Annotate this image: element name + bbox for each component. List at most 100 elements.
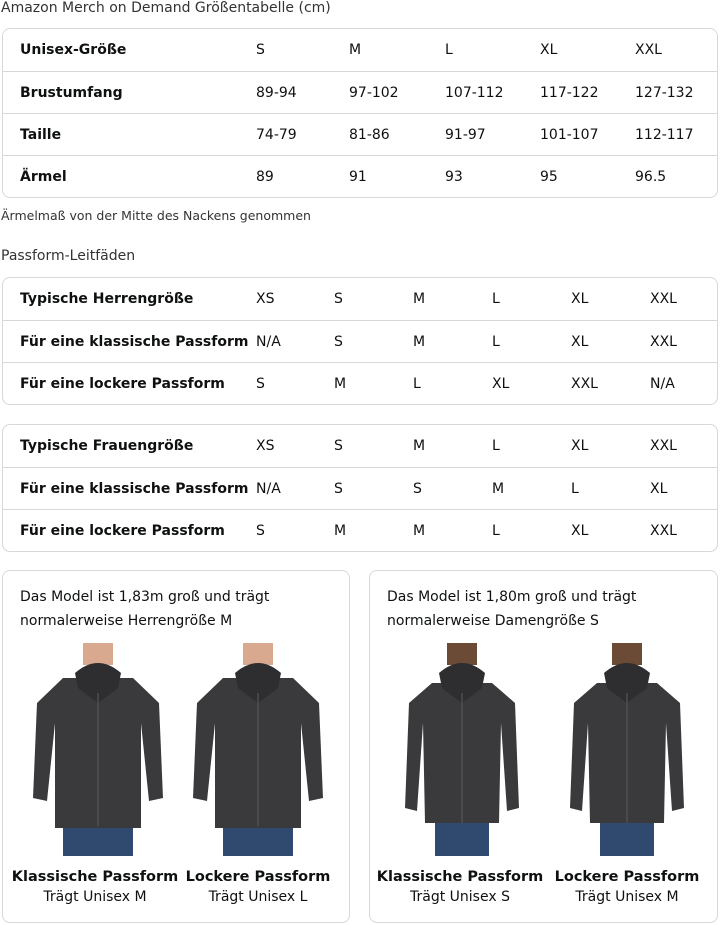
row-label: Für eine klassische Passform — [20, 480, 249, 497]
table-row: Für eine klassische Passform N/A S M L XL XXL — [3, 320, 717, 362]
table-cell: XL — [571, 438, 589, 454]
table-cell: L — [492, 333, 500, 350]
table-cell: XL — [650, 480, 668, 497]
table-cell: M — [413, 291, 426, 307]
table-cell: S — [334, 480, 343, 497]
table-cell: L — [445, 42, 453, 58]
table-cell: M — [413, 333, 426, 350]
model-face — [612, 643, 642, 665]
table-row: Taille 74-79 81-86 91-97 101-107 112-117 — [3, 113, 717, 155]
row-label: Taille — [20, 126, 62, 143]
table-cell: M — [492, 480, 505, 497]
table-cell: XXL — [650, 291, 677, 307]
table-cell: XL — [492, 375, 510, 392]
model-face — [447, 643, 477, 665]
jeans — [600, 823, 654, 856]
jeans — [223, 828, 293, 856]
table-cell: M — [334, 522, 347, 539]
model-image-loose-fit — [193, 643, 323, 856]
table-cell: S — [413, 480, 422, 497]
table-row: Typische Herrengröße XS S M L XL XXL — [3, 278, 717, 320]
table-cell: L — [571, 480, 579, 497]
table-cell: M — [334, 375, 347, 392]
table-cell: 74-79 — [256, 126, 297, 143]
model-image-classic-fit — [405, 643, 519, 856]
row-label: Typische Frauengröße — [20, 438, 194, 454]
fit-title: Klassische Passform — [11, 869, 179, 885]
table-cell: 127-132 — [635, 84, 694, 101]
model-face — [83, 643, 113, 665]
women-model-card: Das Model ist 1,80m groß und trägt normal… — [369, 570, 718, 923]
table-cell: 95 — [540, 168, 558, 185]
table-cell: 107-112 — [445, 84, 504, 101]
size-chart-table: Unisex-Größe S M L XL XXL Brustumfang 89-94 97-1… — [2, 28, 718, 198]
table-row: Typische Frauengröße XS S M L XL XXL — [3, 425, 717, 467]
table-cell: XXL — [650, 333, 677, 350]
jeans — [435, 823, 489, 856]
table-cell: S — [334, 438, 343, 454]
table-cell: N/A — [650, 375, 675, 392]
table-cell: XXL — [635, 42, 662, 58]
hood — [604, 663, 650, 703]
table-cell: M — [413, 438, 426, 454]
table-cell: XXL — [650, 438, 677, 454]
sleeve-note: Ärmelmaß von der Mitte des Nackens genom… — [1, 208, 311, 223]
table-cell: S — [334, 291, 343, 307]
fit-size: Trägt Unisex M — [43, 889, 147, 905]
table-cell: 96.5 — [635, 168, 667, 185]
fit-title: Klassische Passform — [376, 869, 544, 885]
model-description-line2: normalerweise Herrengröße M — [20, 613, 233, 629]
table-row: Ärmel 89 91 93 95 96.5 — [3, 155, 717, 197]
table-cell: XL — [571, 333, 589, 350]
men-model-card: Das Model ist 1,83m groß und trägt normal… — [2, 570, 350, 923]
row-label: Typische Herrengröße — [20, 291, 194, 307]
fit-guide-title: Passform-Leitfäden — [1, 248, 136, 264]
table-cell: XL — [571, 522, 589, 539]
table-cell: 97-102 — [349, 84, 399, 101]
table-row: Für eine lockere Passform S M M L XL XXL — [3, 509, 717, 551]
table-cell: S — [256, 375, 265, 392]
table-cell: XS — [256, 291, 275, 307]
fit-size: Trägt Unisex L — [208, 889, 308, 905]
table-cell: L — [492, 522, 500, 539]
table-cell: M — [413, 522, 426, 539]
table-cell: M — [349, 42, 362, 58]
table-cell: L — [413, 375, 421, 392]
fit-title: Lockere Passform — [185, 869, 331, 885]
table-cell: 117-122 — [540, 84, 599, 101]
model-description-line1: Das Model ist 1,83m groß und trägt — [20, 589, 270, 605]
table-cell: S — [256, 522, 265, 539]
model-face — [243, 643, 273, 665]
men-fit-table: Typische Herrengröße XS S M L XL XXL Für eine k… — [2, 277, 718, 405]
row-label: Für eine lockere Passform — [20, 522, 225, 539]
table-cell: XXL — [650, 522, 677, 539]
row-label: Unisex-Größe — [20, 42, 127, 58]
row-label: Brustumfang — [20, 84, 123, 101]
table-row: Für eine klassische Passform N/A S S M L XL — [3, 467, 717, 509]
table-cell: S — [334, 333, 343, 350]
size-chart-title: Amazon Merch on Demand Größentabelle (cm… — [1, 0, 331, 16]
table-cell: 91 — [349, 168, 367, 185]
table-cell: 93 — [445, 168, 463, 185]
model-image-loose-fit — [570, 643, 684, 856]
hood — [439, 663, 485, 703]
table-cell: XS — [256, 438, 275, 454]
table-row: Unisex-Größe S M L XL XXL — [3, 29, 717, 71]
table-cell: 112-117 — [635, 126, 694, 143]
hood — [235, 663, 281, 703]
model-description-line2: normalerweise Damengröße S — [387, 613, 599, 629]
model-description-line1: Das Model ist 1,80m groß und trägt — [387, 589, 637, 605]
table-cell: 81-86 — [349, 126, 390, 143]
row-label: Für eine klassische Passform — [20, 333, 249, 350]
table-cell: L — [492, 291, 500, 307]
table-cell: XL — [540, 42, 558, 58]
women-fit-table: Typische Frauengröße XS S M L XL XXL Für eine k… — [2, 424, 718, 552]
table-row: Für eine lockere Passform S M L XL XXL N/A — [3, 362, 717, 404]
fit-size: Trägt Unisex M — [575, 889, 679, 905]
table-cell: S — [256, 42, 265, 58]
row-label: Für eine lockere Passform — [20, 375, 225, 392]
table-row: Brustumfang 89-94 97-102 107-112 117-122 127-… — [3, 71, 717, 113]
table-cell: L — [492, 438, 500, 454]
table-cell: N/A — [256, 333, 281, 350]
table-cell: 89 — [256, 168, 274, 185]
